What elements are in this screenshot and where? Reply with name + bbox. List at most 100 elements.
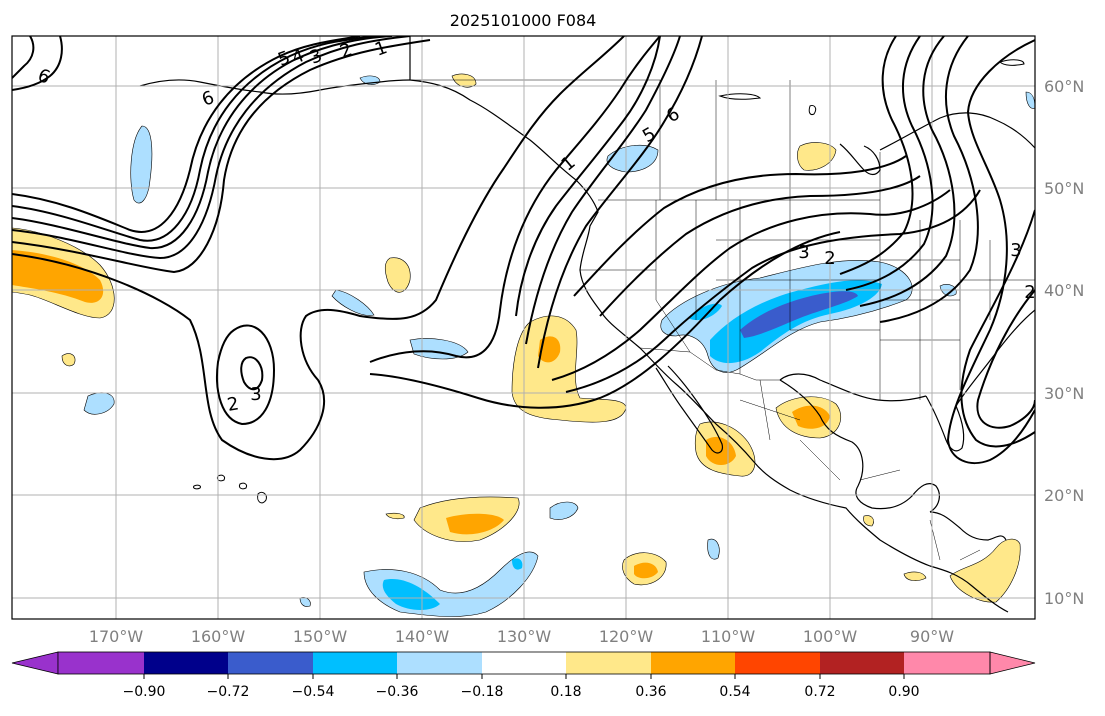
colorbar-tick-labels: −0.90 −0.72 −0.54 −0.36 −0.18 0.18 0.36 …: [123, 684, 920, 700]
colorbar: −0.90 −0.72 −0.54 −0.36 −0.18 0.18 0.36 …: [11, 651, 1036, 700]
colorbar-bin: [313, 652, 397, 674]
contour-line: [565, 189, 981, 393]
shade-negative-region: [549, 501, 579, 520]
border-canada-provinces: [410, 79, 791, 200]
shade-negative-core: [382, 579, 440, 610]
island-hawaii: [217, 474, 225, 482]
lon-label: 100°W: [803, 627, 858, 646]
shade-positive-region: [863, 515, 874, 527]
lat-label: 20°N: [1044, 486, 1084, 505]
shade-negative-region: [606, 144, 659, 173]
shade-positive-region: [903, 571, 927, 581]
colorbar-bin: [228, 652, 313, 674]
colorbar-bin: [735, 652, 820, 674]
contour-label: 3: [250, 384, 261, 405]
contour-line: [369, 231, 841, 409]
shade-negative-region: [409, 338, 469, 360]
lat-label: 60°N: [1044, 77, 1084, 96]
coastline-aleutians: [139, 79, 411, 95]
colorbar-bin: [58, 652, 144, 674]
island-hudson: [999, 59, 1025, 66]
contour-line: [573, 155, 907, 297]
colorbar-tick-label: −0.72: [207, 684, 250, 700]
shade-negative-core: [512, 558, 523, 570]
contour-line: [12, 36, 411, 260]
contour-label: 3: [798, 242, 809, 263]
contour-line: [12, 36, 63, 91]
contour-line: [879, 36, 979, 323]
contour-line: [859, 36, 956, 307]
colorbar-bin: [482, 652, 566, 674]
contour-line: [599, 175, 921, 317]
colorbar-ticks: [143, 674, 905, 679]
shade-positive-core: [446, 513, 504, 535]
lat-label: 50°N: [1044, 179, 1084, 198]
contour-line: [369, 36, 661, 363]
gridlines: [12, 36, 1035, 619]
coastline-hudson-bay: [839, 143, 881, 176]
lat-label: 40°N: [1044, 281, 1084, 300]
coastlines: [139, 36, 1035, 613]
colorbar-bin: [566, 652, 651, 674]
contour-line: [12, 39, 431, 274]
contour-line: [515, 36, 661, 317]
coastline-florida: [925, 395, 965, 452]
lon-axis-labels: 170°W 160°W 150°W 140°W 130°W 120°W 110°…: [89, 627, 954, 646]
shade-negative-region: [130, 125, 153, 204]
colorbar-tick-label: 0.36: [635, 684, 666, 700]
map-frame: [11, 35, 1036, 620]
lon-label: 110°W: [701, 627, 756, 646]
shade-positive-core: [634, 562, 658, 579]
island-hawaii: [239, 482, 247, 490]
colorbar-bin: [144, 652, 228, 674]
lat-label: 10°N: [1044, 589, 1084, 608]
contour-line: [216, 324, 276, 426]
shade-positive-core: [792, 405, 830, 429]
shade-positive-region: [385, 512, 405, 520]
colorbar-tick-label: 0.54: [719, 684, 750, 700]
coastline-gulf: [779, 373, 927, 402]
colorbar-tick-label: −0.54: [292, 684, 335, 700]
lat-axis-labels: 60°N 50°N 40°N 30°N 20°N 10°N: [1044, 77, 1084, 608]
colorbar-tick-label: 0.90: [888, 684, 919, 700]
contour-line: [960, 209, 1035, 448]
contour-line: [839, 36, 914, 275]
contour-line: [537, 36, 703, 369]
shade-negative-region: [1025, 91, 1035, 109]
coastline-yucatan: [929, 511, 1007, 541]
shade-positive-region: [451, 73, 477, 88]
colorbar-tick-label: −0.36: [376, 684, 419, 700]
contour-line: [845, 36, 934, 291]
lon-label: 170°W: [89, 627, 144, 646]
contour-line: [12, 36, 35, 79]
colorbar-outline: [57, 651, 991, 675]
map-title: 2025101000 F084: [450, 11, 597, 30]
contour-label: 2: [824, 248, 835, 269]
contour-line: [946, 39, 1035, 465]
contour-line: [12, 36, 393, 250]
contour-label: 2: [1024, 282, 1035, 303]
shade-positive-region: [797, 142, 837, 171]
shade-negative-region: [331, 289, 375, 316]
colorbar-bin: [397, 652, 482, 674]
colorbar-tick-label: −0.90: [123, 684, 166, 700]
island-hudson: [718, 93, 762, 100]
contour-line: [525, 36, 681, 345]
island-hudson: [808, 105, 817, 115]
colorbar-extend-high: [989, 651, 1036, 675]
coastline-hudson: [879, 112, 1035, 151]
shade-positive-region: [61, 353, 76, 367]
colorbar-tick-label: 0.72: [804, 684, 835, 700]
contour-line: [12, 36, 376, 242]
contour-line: [976, 289, 1035, 429]
colorbar-tick-label: 0.18: [550, 684, 581, 700]
contour-label: 3: [1010, 240, 1021, 261]
contour-line: [12, 36, 361, 233]
lon-label: 120°W: [599, 627, 654, 646]
colorbar-bin: [904, 652, 990, 674]
lat-label: 30°N: [1044, 384, 1084, 403]
lon-label: 130°W: [497, 627, 552, 646]
lon-label: 90°W: [910, 627, 954, 646]
map-area: 1 2 3 4 5 6 2 3 6 5 1 6 2 3 2 3: [12, 36, 1035, 619]
